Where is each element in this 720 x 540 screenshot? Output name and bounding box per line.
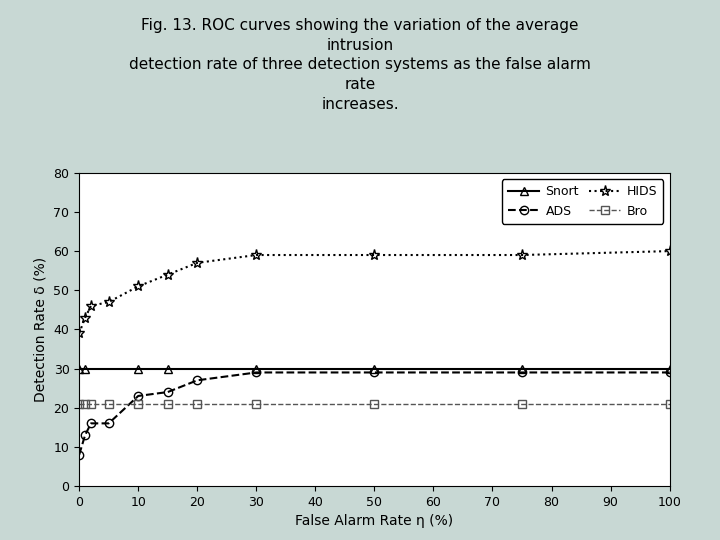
Line: Bro: Bro — [75, 400, 674, 408]
ADS — [163, 389, 172, 395]
Bro — [81, 401, 89, 407]
Snort — [81, 365, 89, 372]
Bro — [193, 401, 202, 407]
ADS — [86, 420, 95, 427]
Snort — [370, 365, 379, 372]
Bro — [86, 401, 95, 407]
ADS — [518, 369, 526, 376]
HIDS — [75, 330, 84, 336]
Bro — [518, 401, 526, 407]
ADS — [134, 393, 143, 399]
HIDS — [665, 248, 674, 254]
Bro — [370, 401, 379, 407]
ADS — [104, 420, 113, 427]
HIDS — [163, 272, 172, 278]
Y-axis label: Detection Rate δ (%): Detection Rate δ (%) — [34, 257, 48, 402]
Snort — [134, 365, 143, 372]
Snort — [518, 365, 526, 372]
HIDS — [518, 252, 526, 258]
ADS — [665, 369, 674, 376]
HIDS — [252, 252, 261, 258]
HIDS — [370, 252, 379, 258]
Text: Fig. 13. ROC curves showing the variation of the average
intrusion
detection rat: Fig. 13. ROC curves showing the variatio… — [129, 18, 591, 112]
ADS — [75, 451, 84, 458]
ADS — [193, 377, 202, 383]
Line: Snort: Snort — [75, 364, 674, 373]
Snort — [163, 365, 172, 372]
HIDS — [81, 314, 89, 321]
ADS — [252, 369, 261, 376]
X-axis label: False Alarm Rate η (%): False Alarm Rate η (%) — [295, 514, 454, 528]
Line: ADS: ADS — [75, 368, 674, 459]
Bro — [104, 401, 113, 407]
Bro — [163, 401, 172, 407]
HIDS — [86, 302, 95, 309]
HIDS — [193, 260, 202, 266]
ADS — [370, 369, 379, 376]
Bro — [665, 401, 674, 407]
Snort — [665, 365, 674, 372]
ADS — [81, 432, 89, 438]
HIDS — [104, 299, 113, 305]
Line: HIDS: HIDS — [73, 246, 675, 339]
Legend: Snort, ADS, HIDS, Bro: Snort, ADS, HIDS, Bro — [502, 179, 663, 224]
HIDS — [134, 283, 143, 289]
Bro — [252, 401, 261, 407]
Bro — [134, 401, 143, 407]
Snort — [75, 365, 84, 372]
Bro — [75, 401, 84, 407]
Snort — [252, 365, 261, 372]
